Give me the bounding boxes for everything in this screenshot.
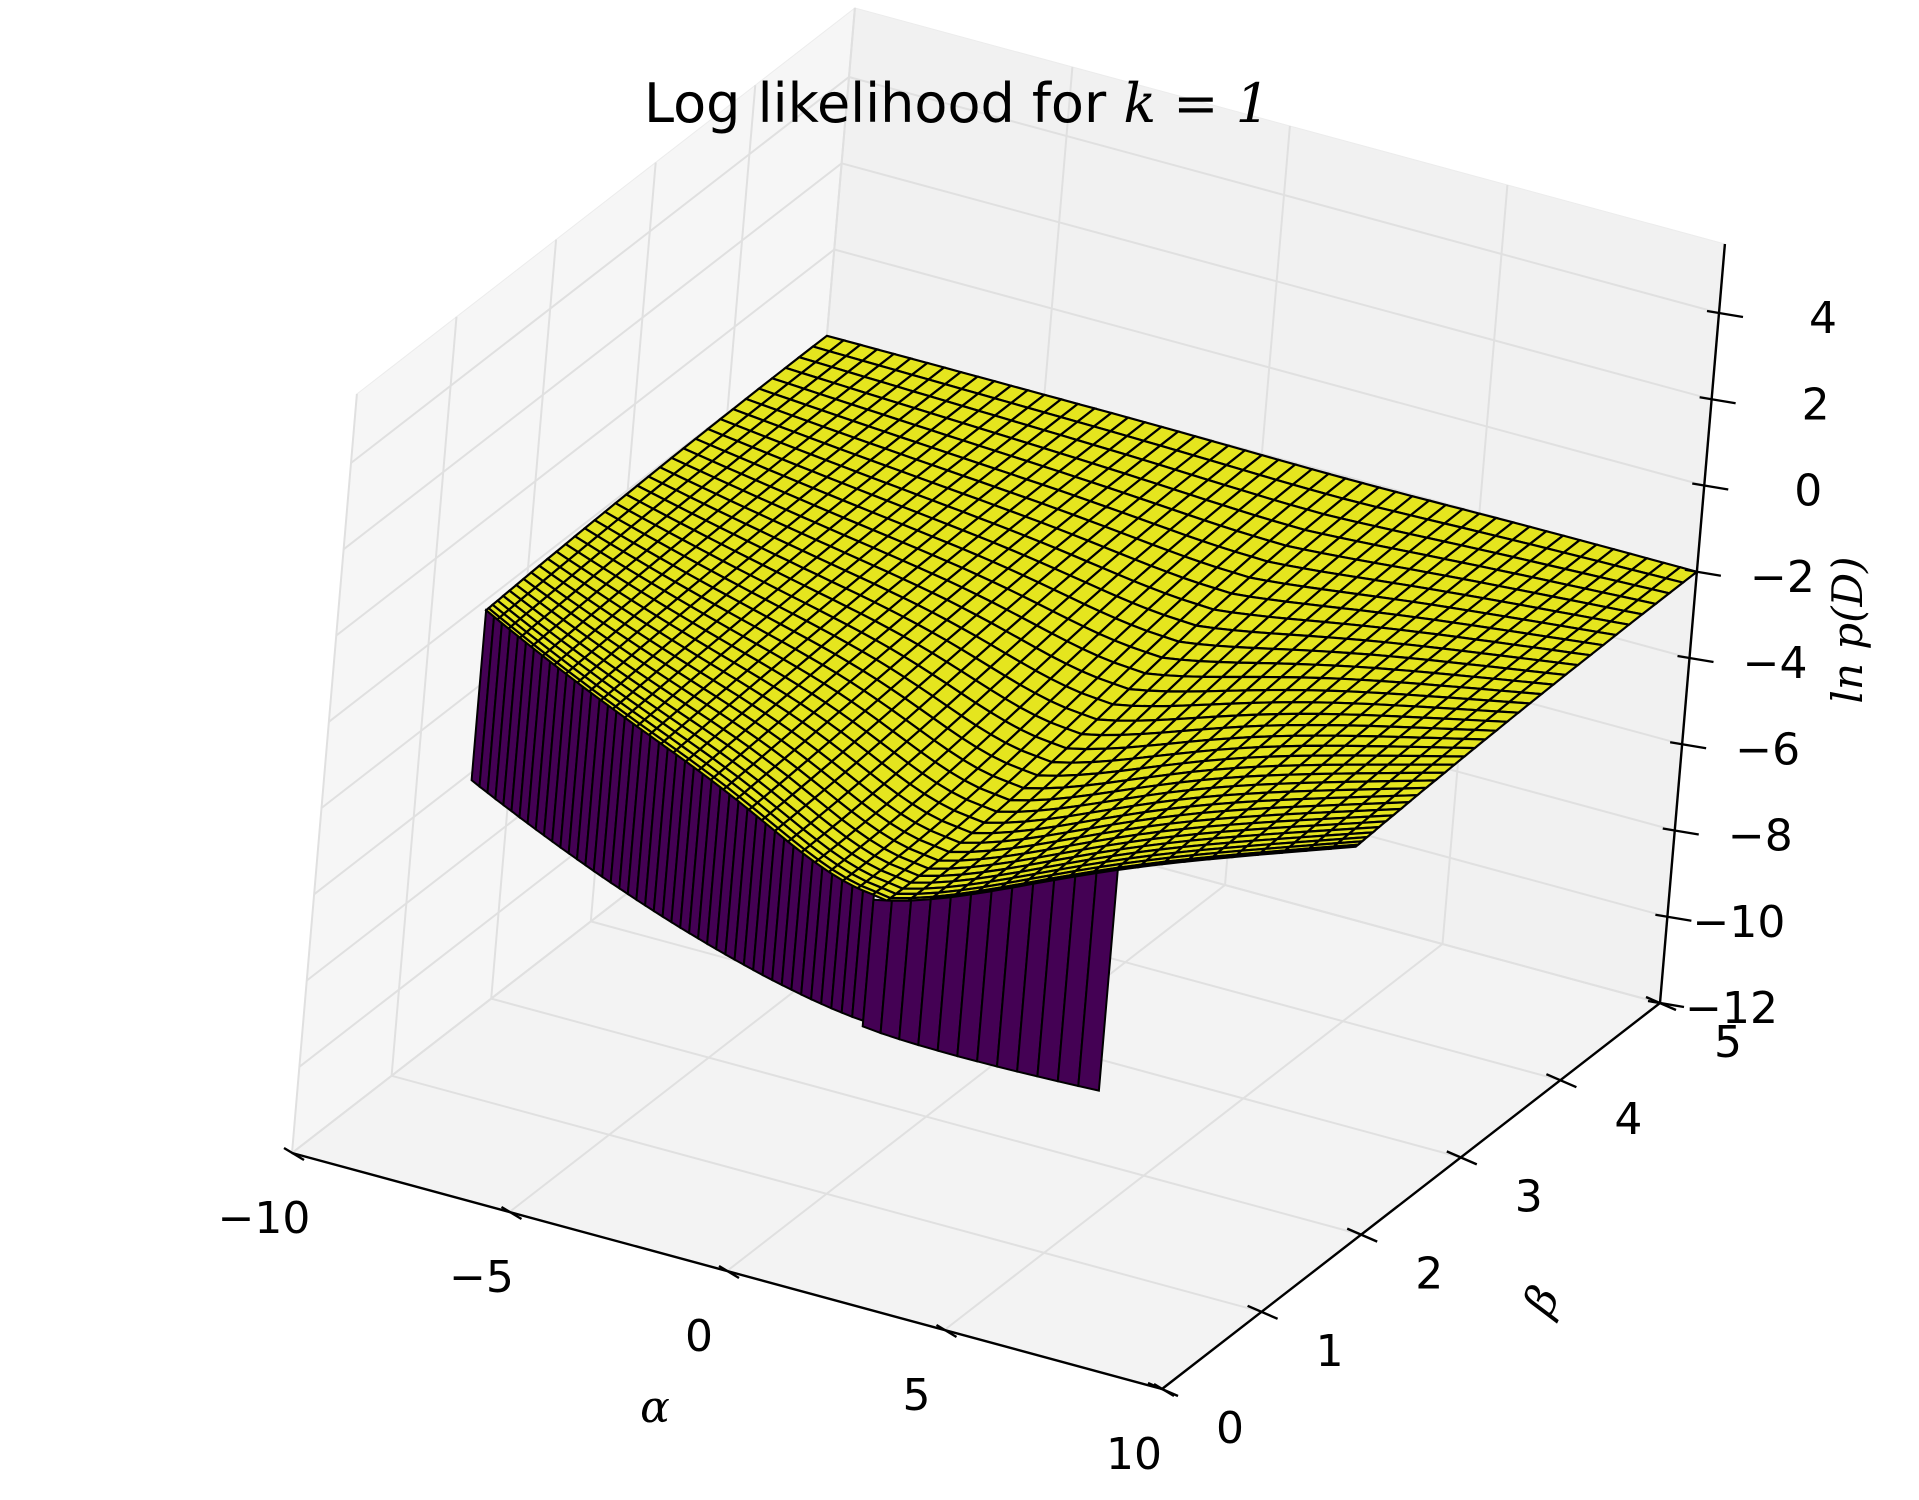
x-tick-mark (283, 1146, 305, 1162)
z-tick-mark (1669, 741, 1707, 750)
z-tick-label: −8 (1728, 811, 1793, 862)
y-tick-mark (1147, 1381, 1179, 1398)
chart-title-math: k = 1 (1123, 72, 1270, 135)
x-tick-mark (935, 1323, 958, 1339)
z-tick-label: 2 (1802, 379, 1830, 430)
y-tick-label: 3 (1515, 1171, 1543, 1222)
x-tick-label: −10 (218, 1193, 311, 1244)
z-tick-mark (1706, 309, 1744, 319)
y-tick-label: 5 (1714, 1017, 1742, 1068)
y-axis-label: β (1513, 1278, 1571, 1325)
z-axis-line (1658, 243, 1727, 1004)
y-tick-label: 1 (1316, 1326, 1344, 1377)
surface-wall-face (1077, 868, 1119, 1092)
grid-line-z (335, 248, 1705, 637)
z-tick-mark (1684, 568, 1722, 577)
surface-face (1327, 843, 1362, 851)
y-tick-label: 2 (1415, 1249, 1443, 1300)
x-tick-mark (500, 1205, 523, 1221)
surface-mesh (470, 334, 1700, 1092)
z-tick-label: −6 (1735, 724, 1800, 775)
y-tick-label: 4 (1614, 1094, 1642, 1145)
z-tick-label: 0 (1794, 466, 1822, 517)
x-tick-label: −5 (449, 1252, 514, 1303)
x-tick-mark (718, 1264, 740, 1280)
z-axis-label: ln p(D) (1823, 556, 1872, 703)
z-tick-mark (1677, 654, 1714, 664)
y-tick-mark (1346, 1227, 1378, 1243)
chart-title-prefix: Log likelihood for (644, 72, 1123, 135)
z-tick-label: −12 (1685, 983, 1778, 1034)
y-tick-label: 0 (1216, 1403, 1244, 1454)
y-tick-mark (1545, 1073, 1577, 1089)
z-tick-label: 4 (1809, 293, 1837, 344)
z-tick-label: −10 (1693, 897, 1786, 948)
z-tick-mark (1655, 913, 1692, 922)
chart-title: Log likelihood for k = 1 (644, 72, 1270, 135)
x-tick-label: 5 (903, 1370, 931, 1421)
x-axis-label: α (640, 1382, 670, 1433)
x-tick-label: 0 (685, 1311, 713, 1362)
grid-line-z (350, 75, 1720, 464)
y-tick-mark (1446, 1150, 1478, 1166)
z-tick-label: −2 (1750, 552, 1815, 603)
z-tick-label: −4 (1743, 638, 1808, 689)
z-tick-mark (1699, 396, 1736, 405)
y-tick-mark (1247, 1304, 1279, 1320)
z-tick-mark (1692, 482, 1729, 491)
y-axis-line (1161, 1002, 1661, 1390)
x-tick-label: 10 (1106, 1429, 1162, 1480)
z-tick-mark (1662, 827, 1699, 836)
grid-line-z (342, 162, 1712, 551)
z-tick-mark (1647, 999, 1685, 1009)
